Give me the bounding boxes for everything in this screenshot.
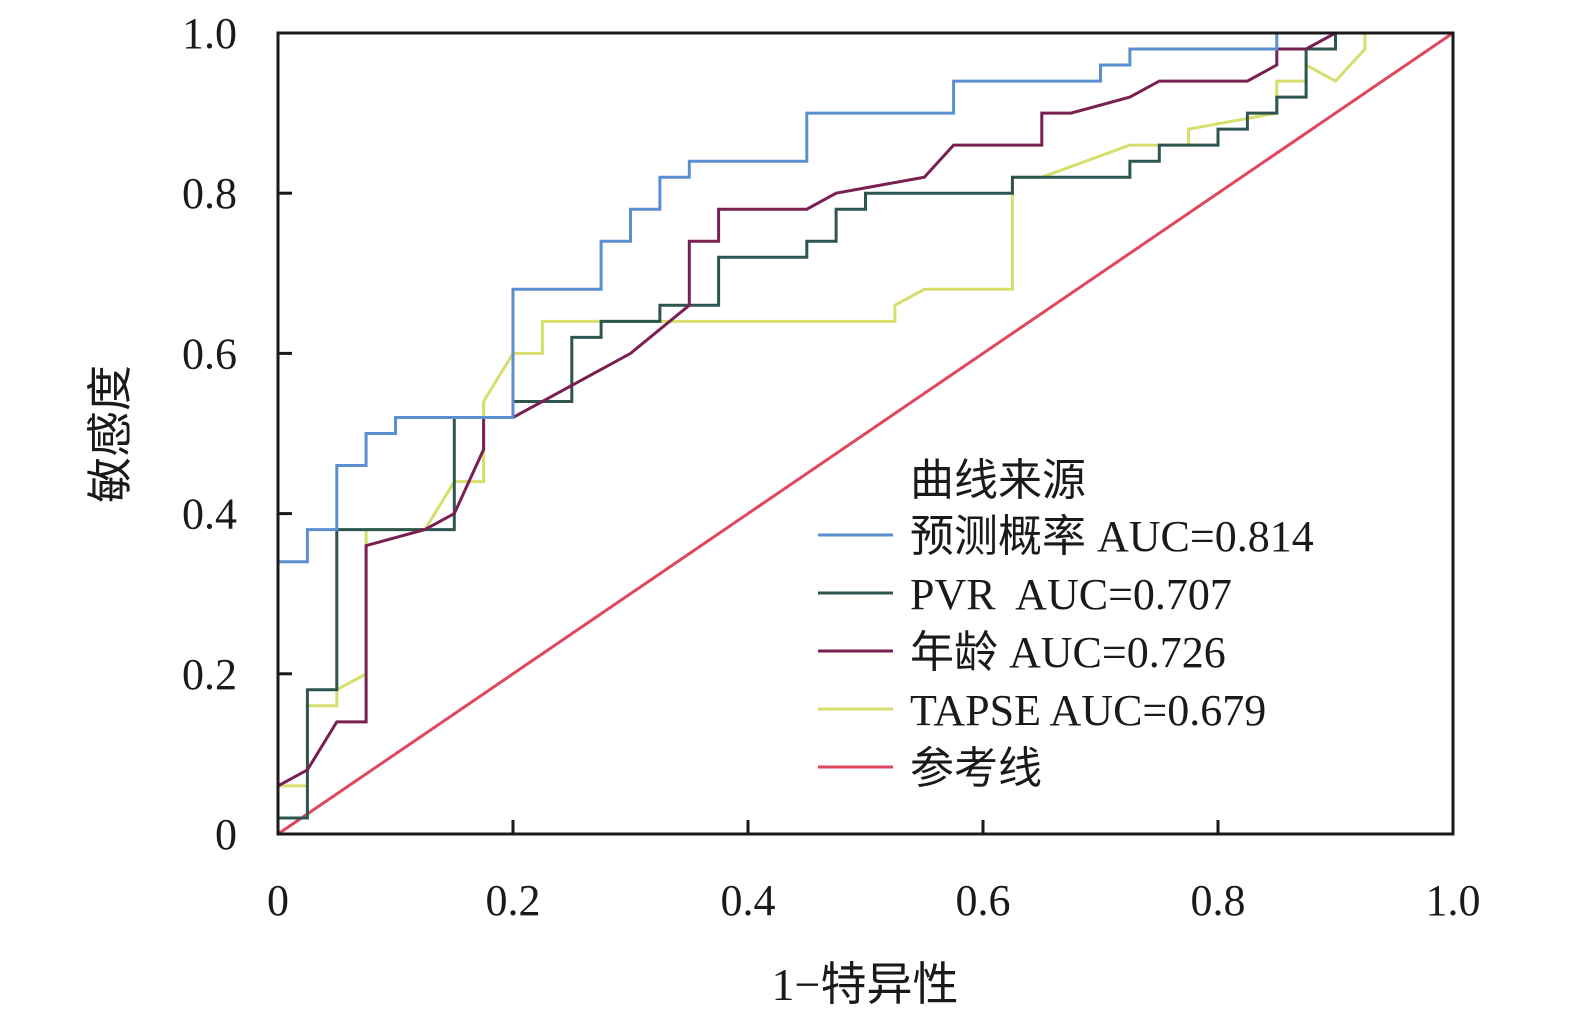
y-tick-label: 0 <box>215 810 237 859</box>
x-tick-label: 0.8 <box>1191 876 1246 925</box>
x-axis-title: 1−特异性 <box>772 959 959 1010</box>
y-tick-label: 0.4 <box>182 490 237 539</box>
series-line-3 <box>276 31 1453 834</box>
y-tick-label: 1.0 <box>182 9 237 58</box>
y-axis-title: 敏感度 <box>85 365 136 503</box>
legend-title: 曲线来源 <box>910 456 1086 505</box>
legend-label-4: 参考线 <box>910 744 1042 793</box>
plot-frame <box>276 31 1455 836</box>
x-tick-label: 0.2 <box>486 876 541 925</box>
x-tick-label: 1.0 <box>1426 876 1481 925</box>
series-line-4 <box>277 31 1454 836</box>
series-line-0 <box>276 31 1453 834</box>
ticks-layer: 0 0.2 0.4 0.6 0.8 1.0 0 0.2 0.4 0.6 0.8 1.0 <box>182 9 1481 925</box>
x-tick-label: 0 <box>267 876 289 925</box>
legend-label-2: 年龄 AUC=0.726 <box>910 628 1226 677</box>
y-tick-label: 0.8 <box>182 169 237 218</box>
y-tick-label: 0.6 <box>182 329 237 378</box>
legend: 曲线来源 预测概率 AUC=0.814 PVR AUC=0.707 年龄 AUC=0… <box>818 456 1314 793</box>
y-tick-label: 0.2 <box>182 650 237 699</box>
series-line-1 <box>276 31 1453 834</box>
x-tick-label: 0.6 <box>956 876 1011 925</box>
legend-label-1: PVR AUC=0.707 <box>910 570 1232 619</box>
legend-label-3: TAPSE AUC=0.679 <box>910 686 1266 735</box>
x-tick-label: 0.4 <box>721 876 776 925</box>
legend-label-0: 预测概率 AUC=0.814 <box>910 512 1314 561</box>
series-line-2 <box>277 31 1453 788</box>
series-layer <box>276 31 1454 836</box>
